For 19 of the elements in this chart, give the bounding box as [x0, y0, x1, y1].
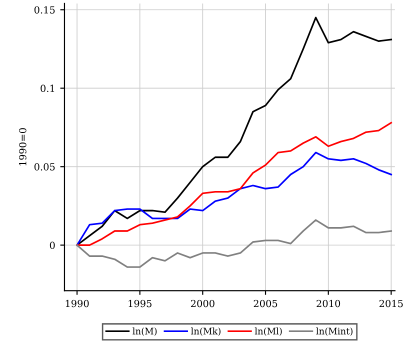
- y-tick-label: 0.05: [34, 163, 55, 170]
- legend-label: ln(Mk): [191, 327, 221, 336]
- y-tick-label: 0: [50, 242, 55, 249]
- line-series: [76, 219, 392, 268]
- y-axis-title: 1990=0: [19, 128, 26, 166]
- y-tick-label: 0.1: [40, 84, 54, 92]
- legend-label: ln(Mint): [316, 327, 353, 336]
- line-series: [76, 152, 392, 246]
- x-tick-label: 1995: [128, 300, 152, 308]
- y-tick-label: 0.15: [34, 6, 55, 14]
- legend-label: ln(M): [132, 327, 157, 336]
- legend-label: ln(Ml): [254, 327, 282, 336]
- x-tick-label: 2015: [379, 300, 403, 308]
- line-series: [76, 122, 392, 246]
- line-series: [76, 16, 392, 246]
- x-tick-label: 2000: [190, 300, 214, 308]
- x-tick-label: 1990: [66, 300, 89, 308]
- x-tick-label: 2010: [316, 300, 340, 308]
- x-tick-label: 2005: [254, 300, 278, 308]
